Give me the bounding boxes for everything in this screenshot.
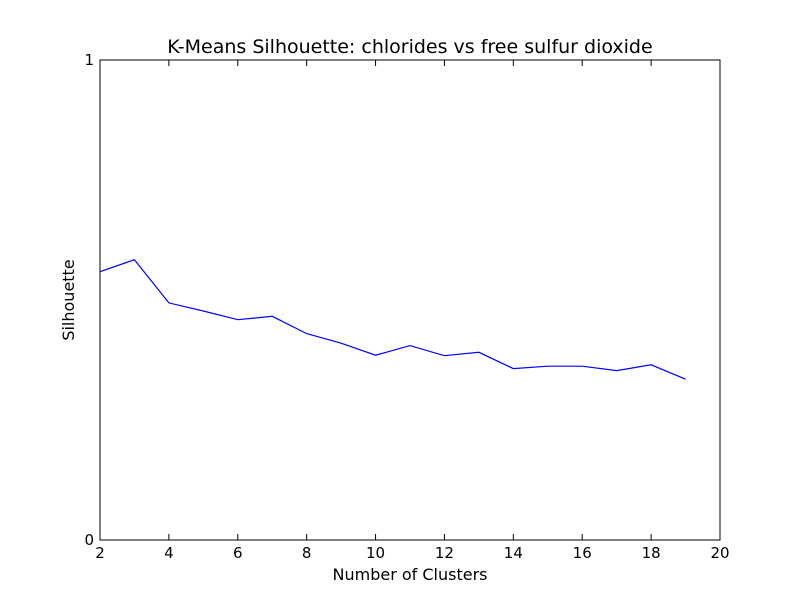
x-tick-label: 16 [573,544,592,562]
x-tick-label: 14 [504,544,523,562]
x-tick-label: 6 [233,544,243,562]
y-tick-label: 0 [84,531,94,549]
x-tick-label: 10 [366,544,385,562]
x-axis-label: Number of Clusters [333,565,488,584]
x-tick-label: 4 [164,544,174,562]
x-tick-label: 18 [642,544,661,562]
axis-ticks: 2 4 6 8 10 12 14 16 18 20 0 1 [84,51,729,562]
y-tick-label: 1 [84,51,94,69]
series-layer [99,258,686,380]
chart-title: K-Means Silhouette: chlorides vs free su… [167,36,652,58]
x-tick-label: 12 [435,544,454,562]
plot-area [99,59,721,541]
y-axis-label: Silhouette [59,259,78,340]
series-line [99,258,686,380]
x-tick-label: 8 [302,544,312,562]
x-tick-label: 20 [710,544,729,562]
x-tick-label: 2 [95,544,105,562]
